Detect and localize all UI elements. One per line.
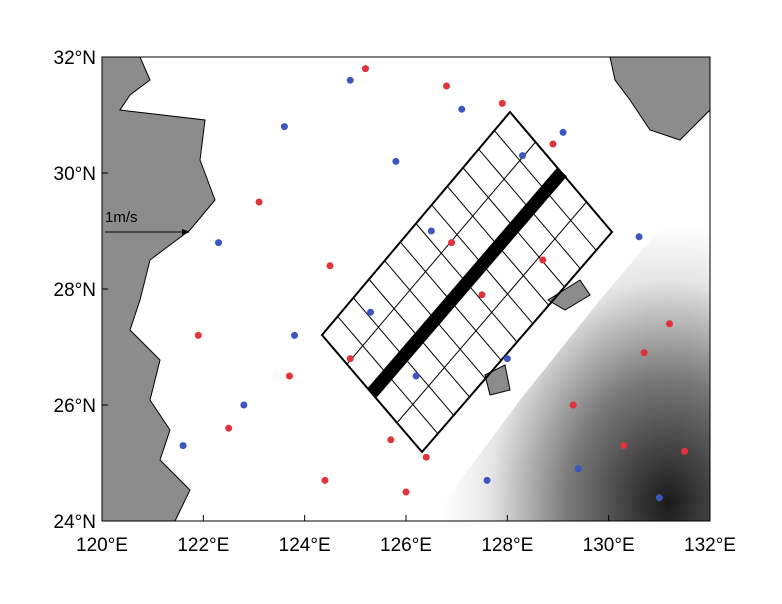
sample-point (559, 128, 567, 136)
sample-point (640, 349, 648, 357)
sample-point (346, 355, 354, 363)
sample-point (498, 99, 506, 107)
sample-point (387, 436, 395, 444)
sample-point (255, 198, 263, 206)
sample-point (443, 82, 451, 90)
sample-point (412, 372, 420, 380)
sample-point (422, 453, 430, 461)
land-kyushu (609, 57, 710, 141)
section-grid-line (396, 201, 587, 424)
sample-point (361, 65, 369, 73)
sample-point (291, 331, 299, 339)
sample-point (574, 465, 582, 473)
x-tick-label: 122°E (177, 535, 229, 556)
sample-point (367, 308, 375, 316)
bathymetry (430, 170, 710, 521)
y-tick-label: 26°N (54, 396, 96, 417)
scale-arrow-head (182, 229, 190, 235)
y-tick-label: 32°N (54, 48, 96, 69)
sample-point (665, 320, 673, 328)
section-grid-line (346, 141, 536, 365)
sample-point (225, 424, 233, 432)
sample-point (569, 401, 577, 409)
section-line (367, 167, 567, 398)
sample-point (402, 488, 410, 496)
sample-point (503, 355, 511, 363)
sample-point (681, 447, 689, 455)
x-tick-label: 132°E (684, 535, 736, 556)
y-tick-label: 30°N (54, 164, 96, 185)
sample-point (285, 372, 293, 380)
sample-point (620, 442, 628, 450)
sample-point (519, 152, 527, 160)
sample-point (539, 256, 547, 264)
sample-point (427, 227, 435, 235)
sample-point (240, 401, 248, 409)
sample-point (179, 442, 187, 450)
sample-point (280, 123, 288, 131)
sample-point (483, 476, 491, 484)
sample-point (458, 105, 466, 113)
x-tick-label: 120°E (76, 535, 128, 556)
sample-point (478, 291, 486, 299)
x-tick-label: 124°E (279, 535, 331, 556)
x-tick-label: 128°E (481, 535, 533, 556)
map-area (102, 57, 710, 521)
x-tick-label: 126°E (380, 535, 432, 556)
land-mainland (102, 57, 216, 521)
sample-point (635, 233, 643, 241)
sample-point (321, 476, 329, 484)
x-tick-label: 130°E (583, 535, 635, 556)
scale-label: 1m/s (105, 209, 138, 226)
sample-point (448, 239, 456, 247)
y-tick-label: 28°N (54, 280, 96, 301)
island (547, 279, 591, 311)
sample-point (194, 331, 202, 339)
sample-point (215, 239, 223, 247)
sample-point (346, 76, 354, 84)
sample-point (549, 140, 557, 148)
y-tick-label: 24°N (54, 512, 96, 533)
sample-point (392, 157, 400, 165)
sample-point (655, 494, 663, 502)
sample-point (326, 262, 334, 270)
